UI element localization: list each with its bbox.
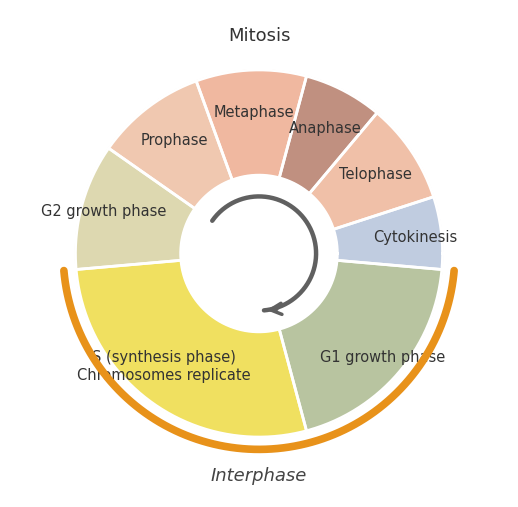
- Polygon shape: [309, 113, 434, 229]
- Polygon shape: [279, 260, 442, 431]
- Polygon shape: [279, 76, 377, 194]
- Text: Mitosis: Mitosis: [228, 27, 290, 45]
- Polygon shape: [109, 81, 232, 208]
- Text: Telophase: Telophase: [339, 167, 412, 182]
- Text: G2 growth phase: G2 growth phase: [40, 204, 166, 220]
- Text: Cytokinesis: Cytokinesis: [373, 230, 457, 244]
- Polygon shape: [196, 70, 307, 180]
- Text: Interphase: Interphase: [211, 467, 307, 485]
- Polygon shape: [181, 175, 337, 332]
- Text: Prophase: Prophase: [140, 133, 208, 149]
- Text: S (synthesis phase)
Chromosomes replicate: S (synthesis phase) Chromosomes replicat…: [77, 350, 251, 383]
- Polygon shape: [76, 260, 307, 437]
- Polygon shape: [334, 197, 442, 270]
- Text: G1 growth phase: G1 growth phase: [320, 350, 445, 365]
- Text: Anaphase: Anaphase: [289, 122, 362, 136]
- Polygon shape: [76, 148, 195, 270]
- Text: Metaphase: Metaphase: [214, 105, 294, 120]
